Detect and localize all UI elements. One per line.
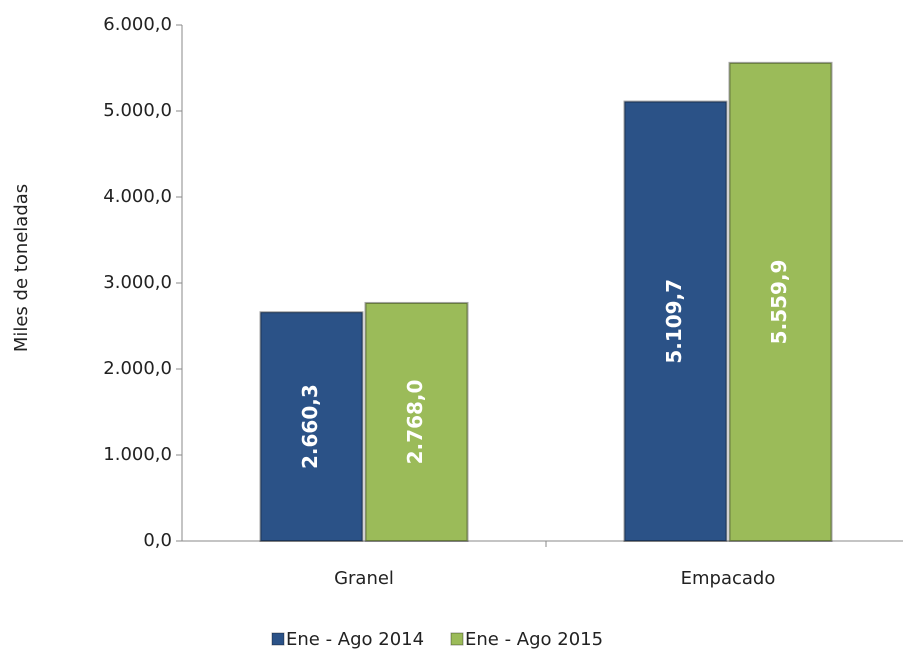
- y-tick-label: 3.000,0: [103, 272, 172, 293]
- bar: [728, 61, 833, 542]
- y-tick-label: 2.000,0: [103, 358, 172, 379]
- legend-label: Ene - Ago 2015: [465, 629, 603, 650]
- value-label: 5.109,7: [662, 279, 686, 364]
- y-tick-label: 1.000,0: [103, 444, 172, 465]
- bar: [259, 311, 364, 542]
- y-tick-label: 5.000,0: [103, 100, 172, 121]
- x-tick-label: Granel: [334, 568, 394, 589]
- value-label: 2.768,0: [403, 380, 427, 465]
- legend-swatch: [450, 632, 464, 646]
- bar: [364, 301, 469, 542]
- legend-label: Ene - Ago 2014: [286, 629, 424, 650]
- y-axis-label: Miles de toneladas: [11, 184, 32, 352]
- value-label: 2.660,3: [298, 384, 322, 469]
- legend-swatch: [271, 632, 285, 646]
- y-tick-label: 4.000,0: [103, 186, 172, 207]
- x-tick-label: Empacado: [681, 568, 776, 589]
- y-tick-label: 6.000,0: [103, 14, 172, 35]
- y-tick-label: 0,0: [143, 530, 172, 551]
- value-label: 5.559,9: [767, 260, 791, 345]
- bar: [623, 100, 728, 543]
